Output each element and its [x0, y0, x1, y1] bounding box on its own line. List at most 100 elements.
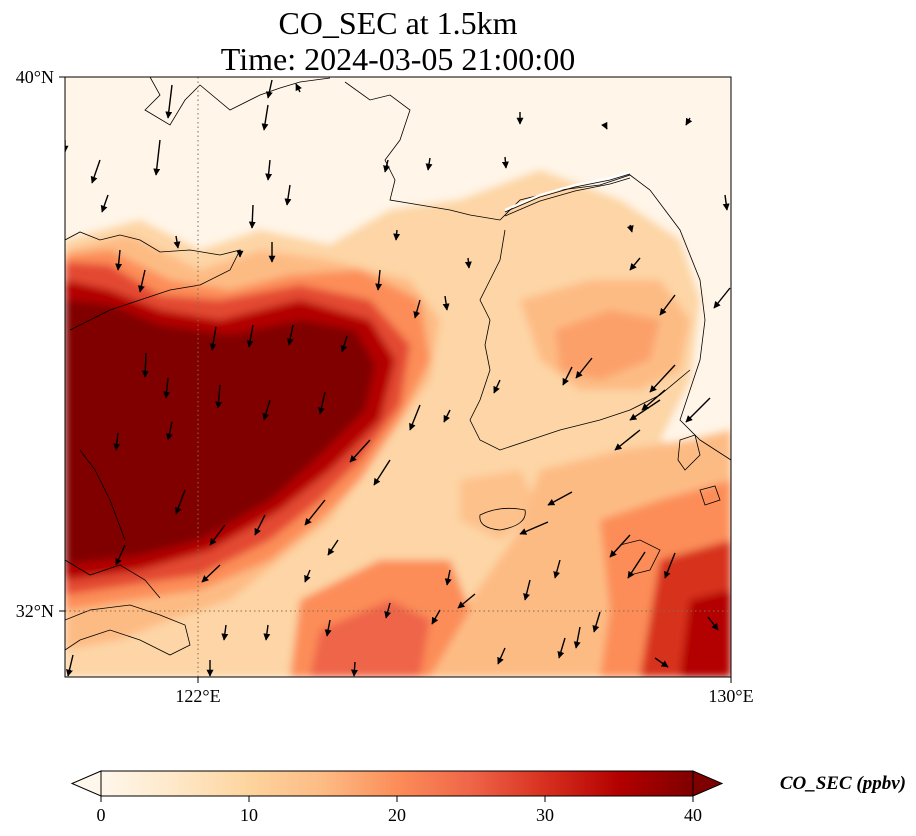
wind-arrow: [659, 294, 676, 316]
wind-arrow: [295, 83, 302, 93]
map-frame: [64, 76, 732, 678]
wind-arrow: [413, 299, 421, 319]
colorbar-tick-label: 40: [684, 805, 702, 825]
wind-arrow: [519, 521, 549, 535]
wind-arrow: [457, 593, 476, 609]
colorbar-tick-label: 0: [97, 805, 106, 825]
colorbar-label: CO_SEC (ppbv): [780, 773, 906, 794]
wind-arrow: [265, 159, 273, 181]
wind-arrow: [174, 489, 186, 515]
wind-arrow: [627, 551, 646, 579]
wind-arrow: [629, 257, 641, 271]
wind-arrow: [261, 104, 269, 131]
wind-arrow: [115, 544, 126, 566]
wind-arrow: [444, 569, 452, 586]
wind-arrow: [327, 539, 339, 556]
map-title-line1: CO_SEC at 1.5km: [278, 5, 518, 41]
wind-arrow: [443, 409, 451, 423]
wind-arrow: [614, 429, 641, 451]
wind-arrow: [431, 609, 441, 625]
colorbar-max-extend: [692, 770, 724, 797]
wind-arrow: [649, 364, 676, 393]
wind-arrow: [324, 619, 332, 637]
wind-arrow: [562, 366, 573, 386]
wind-arrow: [501, 156, 509, 169]
lat-tick-label: 40°N: [16, 67, 54, 87]
wind-arrow: [165, 84, 173, 119]
wind-arrow: [115, 249, 123, 271]
wind-arrow: [442, 295, 450, 311]
wind-arrow: [209, 524, 226, 546]
wind-arrow: [713, 287, 731, 309]
wind-arrow: [113, 432, 121, 451]
wind-arrow: [685, 117, 693, 126]
wind-arrow: [265, 79, 273, 99]
wind-arrow: [165, 421, 173, 441]
wind-arrow: [153, 139, 161, 176]
wind-arrow: [557, 637, 566, 659]
wind-arrow: [304, 569, 311, 583]
gridlines: [65, 77, 731, 677]
wind-arrow: [254, 514, 266, 536]
wind-arrow: [163, 377, 171, 399]
wind-arrow: [375, 269, 383, 291]
wind-arrow: [304, 499, 326, 526]
coastlines: [65, 77, 731, 656]
wind-arrow: [601, 121, 608, 130]
wind-arrow: [246, 324, 254, 348]
colorbar-tick-label: 10: [240, 805, 258, 825]
wind-arrow: [722, 194, 730, 211]
wind-arrow: [573, 626, 581, 649]
wind-arrow: [664, 552, 676, 579]
wind-arrow: [497, 647, 506, 665]
wind-arrow: [373, 459, 391, 486]
wind-arrow: [137, 269, 146, 293]
wind-arrow: [215, 384, 223, 409]
wind-arrow: [350, 661, 358, 677]
wind-arrow: [609, 534, 631, 558]
wind-arrow: [100, 194, 109, 213]
wind-arrow: [547, 491, 573, 506]
wind-vectors: [65, 79, 731, 677]
wind-arrow: [201, 564, 221, 583]
lon-tick-label: 122°E: [175, 686, 220, 706]
colorbar: 0 10 20 30 40 CO_SEC (ppbv): [70, 770, 906, 825]
wind-arrow: [393, 229, 401, 241]
wind-arrow: [263, 624, 271, 641]
wind-arrow: [384, 602, 392, 619]
lat-tick-label: 32°N: [16, 601, 54, 621]
wind-arrow: [383, 159, 390, 173]
wind-arrow: [209, 326, 217, 351]
wind-arrow: [286, 324, 294, 346]
wind-arrow: [425, 157, 433, 171]
wind-arrow: [173, 235, 181, 249]
wind-arrow: [553, 559, 561, 579]
concentration-field: [65, 77, 731, 677]
colorbar-tick-label: 30: [536, 805, 554, 825]
wind-arrow: [90, 159, 101, 184]
wind-arrow: [248, 204, 256, 229]
wind-arrow: [654, 657, 669, 668]
map-title-line2: Time: 2024-03-05 21:00:00: [220, 41, 576, 77]
wind-arrow: [523, 579, 531, 601]
wind-arrow: [317, 391, 326, 415]
wind-arrow: [349, 439, 371, 463]
wind-arrow: [493, 379, 501, 394]
wind-arrow: [592, 611, 601, 633]
wind-arrow: [685, 397, 711, 423]
wind-arrow: [284, 184, 292, 206]
lon-tick-label: 130°E: [708, 686, 753, 706]
wind-arrow: [66, 654, 74, 677]
wind-arrow: [575, 357, 593, 379]
wind-arrow: [464, 257, 472, 269]
wind-arrow: [141, 352, 149, 378]
wind-arrow: [641, 389, 666, 411]
wind-arrow: [409, 404, 421, 431]
wind-arrow: [340, 335, 348, 353]
wind-arrow: [707, 616, 719, 631]
wind-arrow: [262, 399, 271, 421]
wind-arrow: [626, 224, 634, 233]
colorbar-tick-label: 20: [388, 805, 406, 825]
colorbar-min-extend: [70, 770, 102, 797]
